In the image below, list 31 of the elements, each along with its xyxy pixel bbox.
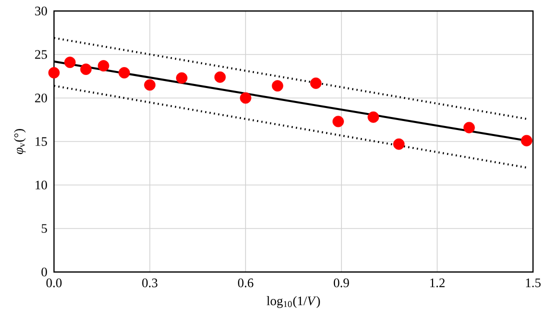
point (80, 64, 92, 75)
point (214, 71, 226, 83)
point (520, 134, 532, 146)
x-tick-label: 1.5 (526, 278, 541, 288)
point (144, 79, 156, 91)
y-tick-label: 15 (36, 137, 47, 146)
x-tick-label: 1.2 (430, 278, 445, 288)
point (393, 138, 405, 150)
y-tick-label: 20 (35, 94, 47, 102)
y-tick-label: 25 (35, 50, 47, 59)
point (332, 116, 344, 128)
point (240, 92, 252, 104)
x-tick-label: 0.0 (46, 278, 62, 288)
x-tick-label: 0.3 (142, 278, 158, 288)
point (118, 67, 130, 78)
point (176, 72, 188, 84)
y-tick-label: 0 (42, 268, 47, 276)
point (98, 60, 110, 72)
point (368, 111, 380, 123)
point (64, 56, 76, 68)
x-tick-label: 0.6 (238, 278, 254, 288)
x-axis-title: log$_{10}$(1/V) (266, 296, 320, 308)
point (272, 80, 284, 92)
point (310, 78, 322, 89)
y-tick-label: 30 (35, 6, 47, 16)
y-tick-label: 10 (36, 180, 47, 190)
point (48, 67, 60, 78)
point (463, 122, 475, 134)
y-axis-title: φ$_{v}$(°) (14, 129, 26, 154)
x-tick-label: 0.9 (334, 278, 349, 288)
y-tick-label: 5 (42, 224, 47, 233)
